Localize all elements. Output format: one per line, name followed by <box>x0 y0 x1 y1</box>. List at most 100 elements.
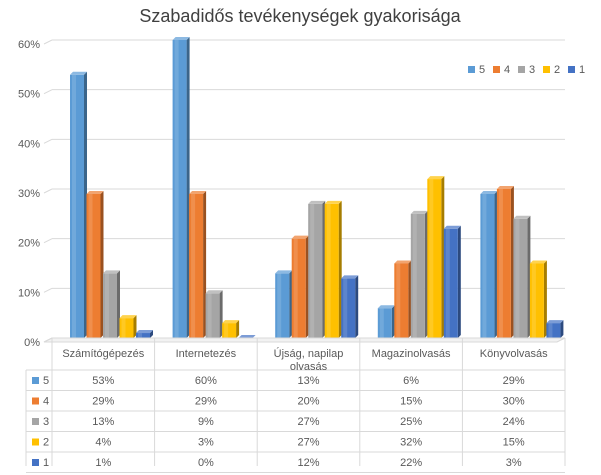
bar-highlight <box>412 213 417 338</box>
bar-highlight <box>515 218 520 338</box>
legend-swatch <box>568 66 575 73</box>
table-legend-swatch <box>32 438 39 446</box>
bar-top <box>377 305 395 309</box>
y-tick-label: 60% <box>18 39 40 51</box>
bar-top <box>529 260 547 264</box>
bar-highlight <box>396 263 401 338</box>
y-tick-label: 0% <box>24 337 40 349</box>
bar <box>427 176 445 338</box>
bar-top <box>238 335 256 338</box>
bar <box>222 320 240 338</box>
gridline-slant <box>43 89 53 95</box>
bar <box>546 320 564 338</box>
bar-side <box>236 320 240 338</box>
table-series-label: 3 <box>43 416 49 428</box>
bar-top <box>275 270 293 274</box>
bar <box>377 305 395 338</box>
bar <box>172 37 190 338</box>
x-tick-label: Könyvolvasás <box>480 348 548 360</box>
bar <box>291 235 309 338</box>
bar-side <box>355 275 359 338</box>
y-tick-label: 10% <box>18 287 40 299</box>
legend-label: 4 <box>504 64 510 76</box>
data-label: 20% <box>297 396 319 408</box>
legend-label: 1 <box>579 64 585 76</box>
data-label: 24% <box>503 416 525 428</box>
bar-top <box>546 320 564 324</box>
bar-side <box>527 215 531 338</box>
y-tick-label: 30% <box>18 188 40 200</box>
bar-highlight <box>121 318 126 338</box>
bar-top <box>222 320 240 324</box>
data-label: 30% <box>503 396 525 408</box>
legend-item: 1 <box>568 64 585 76</box>
data-label: 1% <box>95 457 111 469</box>
bar-side <box>203 190 207 338</box>
bar-side <box>117 270 120 338</box>
bar-top <box>103 270 120 274</box>
bar-top <box>172 37 190 40</box>
table-legend-swatch <box>32 418 39 425</box>
bar-highlight <box>429 179 434 338</box>
bar-highlight <box>88 193 93 338</box>
data-label: 29% <box>195 396 217 408</box>
bar-highlight <box>293 238 298 338</box>
y-tick-label: 40% <box>18 138 40 150</box>
data-label: 6% <box>403 375 419 387</box>
bar-side <box>322 200 326 338</box>
bar <box>480 190 498 338</box>
bar-top <box>394 260 412 264</box>
data-label: 29% <box>92 396 114 408</box>
data-label: 3% <box>506 457 522 469</box>
bar-highlight <box>138 333 142 338</box>
bar <box>513 215 531 338</box>
legend-swatch <box>518 66 525 73</box>
y-tick-label: 20% <box>18 238 40 250</box>
bar-top <box>410 210 428 214</box>
bar-highlight <box>343 278 348 338</box>
data-table: Számítógépezés Internetezés Újság, napilap… <box>25 337 566 473</box>
bar <box>103 270 120 338</box>
bar-highlight <box>105 273 109 338</box>
bar-top <box>341 275 359 279</box>
table-series-label: 4 <box>43 396 49 408</box>
bar-top <box>86 190 104 194</box>
bar <box>529 260 547 338</box>
bar-side <box>338 200 342 338</box>
bar-highlight <box>498 189 503 338</box>
bar-side <box>391 305 395 338</box>
bar <box>86 190 104 338</box>
bar <box>341 275 359 338</box>
data-label: 32% <box>400 437 422 449</box>
table-series-label: 2 <box>43 437 49 449</box>
data-label: 12% <box>297 457 319 469</box>
bar-top <box>427 176 445 180</box>
bar-top <box>496 186 514 189</box>
bar <box>496 186 514 338</box>
bar-side <box>543 260 547 338</box>
legend-label: 3 <box>529 64 535 76</box>
data-label: 27% <box>297 437 319 449</box>
bar-side <box>100 190 104 338</box>
bar-top <box>205 290 223 294</box>
x-tick-label: Magazinolvasás <box>372 348 451 360</box>
bar-side <box>289 270 293 338</box>
legend-item: 4 <box>493 64 510 76</box>
gridline-slant <box>43 287 53 293</box>
bar-side <box>457 225 461 338</box>
legend-item: 2 <box>543 64 560 76</box>
bar-top <box>119 315 137 319</box>
bar-top <box>291 235 309 239</box>
bar <box>410 210 428 338</box>
bar-highlight <box>482 193 487 338</box>
bar-side <box>84 71 87 339</box>
bar <box>119 315 137 338</box>
bar <box>275 270 293 338</box>
data-label: 3% <box>198 437 214 449</box>
bar <box>189 190 207 338</box>
gridline-slant <box>43 39 53 45</box>
y-tick-label: 50% <box>18 89 40 101</box>
x-tick-label: Internetezés <box>176 348 237 360</box>
bar-side <box>133 315 137 338</box>
bar-highlight <box>207 293 212 338</box>
